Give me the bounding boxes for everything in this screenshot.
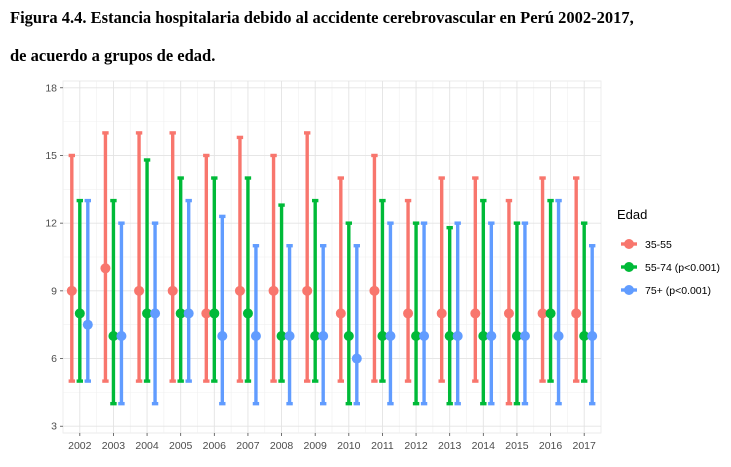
x-tick-label: 2003 (102, 440, 126, 452)
x-tick-label: 2008 (270, 440, 294, 452)
x-tick-label: 2011 (371, 440, 394, 452)
median-point (268, 285, 279, 296)
median-point (134, 285, 145, 296)
median-point (74, 308, 85, 319)
median-point (335, 308, 346, 319)
median-point (201, 308, 212, 319)
median-point (411, 330, 422, 341)
median-point (503, 308, 514, 319)
median-point (234, 285, 245, 296)
x-tick-label: 2016 (539, 440, 563, 452)
median-point (419, 330, 430, 341)
x-tick-label: 2013 (438, 440, 462, 452)
median-point (150, 308, 161, 319)
median-point (82, 319, 93, 330)
x-tick-label: 2015 (505, 440, 529, 452)
y-tick-label: 9 (51, 285, 57, 297)
median-point (100, 263, 111, 274)
y-tick-label: 18 (45, 82, 57, 94)
legend-title: Edad (617, 207, 647, 222)
median-point (571, 308, 582, 319)
legend-label: 55-74 (p<0.001) (645, 262, 720, 274)
median-point (511, 330, 522, 341)
median-point (478, 330, 489, 341)
median-point (318, 330, 329, 341)
y-tick-label: 3 (51, 421, 57, 433)
median-point (351, 353, 362, 364)
y-tick-label: 12 (45, 218, 57, 230)
median-point (108, 330, 119, 341)
median-point (276, 330, 287, 341)
median-point (545, 308, 556, 319)
y-tick-label: 6 (51, 353, 57, 365)
median-point (302, 285, 313, 296)
median-point (537, 308, 548, 319)
median-point (343, 330, 354, 341)
x-tick-label: 2004 (135, 440, 159, 452)
median-point (142, 308, 153, 319)
x-tick-label: 2017 (573, 440, 597, 452)
legend-key-point (624, 239, 634, 249)
median-point (284, 330, 295, 341)
median-point (587, 330, 598, 341)
median-point (486, 330, 497, 341)
median-point (209, 308, 220, 319)
legend-key-point (624, 285, 634, 295)
median-point (553, 330, 564, 341)
median-point (242, 308, 253, 319)
figure-title-line1: Figura 4.4. Estancia hospitalaria debido… (10, 8, 634, 27)
median-point (66, 285, 77, 296)
median-point (310, 330, 321, 341)
y-tick-label: 15 (45, 150, 57, 162)
x-tick-label: 2006 (203, 440, 227, 452)
median-point (175, 308, 186, 319)
median-point (403, 308, 414, 319)
x-tick-label: 2014 (472, 440, 496, 452)
x-tick-label: 2002 (68, 440, 92, 452)
legend-label: 75+ (p<0.001) (645, 285, 711, 297)
x-tick-label: 2005 (169, 440, 193, 452)
median-point (436, 308, 447, 319)
median-point (167, 285, 178, 296)
x-tick-label: 2009 (304, 440, 328, 452)
median-point (250, 330, 261, 341)
median-point (579, 330, 590, 341)
median-point (217, 330, 228, 341)
median-point (369, 285, 380, 296)
median-point (444, 330, 455, 341)
x-tick-label: 2012 (404, 440, 428, 452)
median-point (385, 330, 396, 341)
x-tick-label: 2010 (337, 440, 361, 452)
median-point (183, 308, 194, 319)
median-point (116, 330, 127, 341)
legend-label: 35-55 (645, 239, 672, 251)
x-tick-label: 2007 (236, 440, 260, 452)
median-point (519, 330, 530, 341)
median-point (470, 308, 481, 319)
legend-key-point (624, 262, 634, 272)
figure-title-line2: de acuerdo a grupos de edad. (10, 46, 216, 65)
median-point (452, 330, 463, 341)
median-point (377, 330, 388, 341)
